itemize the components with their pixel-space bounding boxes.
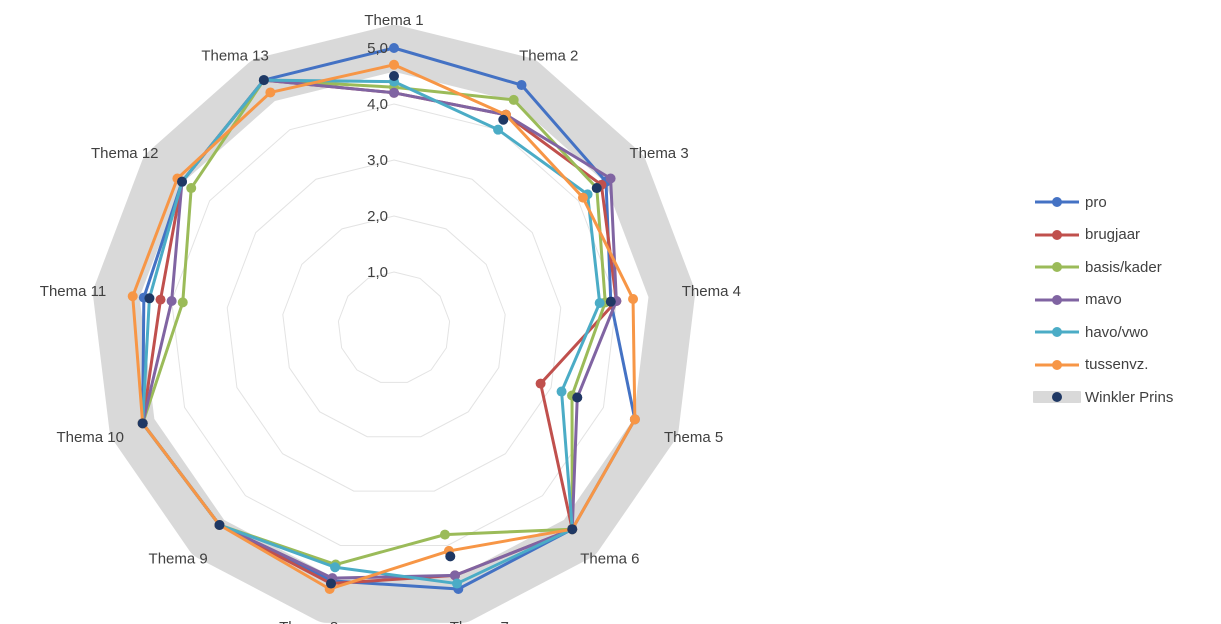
point-brugjaar-11 bbox=[155, 294, 166, 305]
legend-label: havo/vwo bbox=[1085, 323, 1149, 341]
legend-swatch-winkler-prins bbox=[1033, 391, 1081, 404]
category-label-10: Thema 10 bbox=[56, 429, 124, 446]
point-tussenvz-1 bbox=[389, 59, 399, 70]
legend-label: Winkler Prins bbox=[1085, 388, 1174, 406]
legend-item-winkler-prins: Winkler Prins bbox=[1033, 381, 1173, 414]
series-line-mavo bbox=[141, 78, 618, 580]
legend-item-havo-vwo: havo/vwo bbox=[1033, 316, 1173, 349]
tick-label: 4,0 bbox=[367, 96, 388, 113]
point-havo-vwo-2 bbox=[493, 124, 504, 135]
point-tussenvz-5 bbox=[629, 414, 640, 425]
point-mavo-11 bbox=[166, 295, 177, 306]
point-mavo-1 bbox=[389, 87, 399, 98]
category-label-13: Thema 13 bbox=[201, 47, 269, 64]
series-layer bbox=[127, 43, 640, 594]
point-havo-vwo-4 bbox=[594, 298, 605, 309]
category-label-4: Thema 4 bbox=[682, 283, 741, 300]
winkler-prins-band-ring bbox=[93, 25, 695, 623]
legend-swatch-mavo bbox=[1035, 294, 1079, 305]
point-winkler-prins-9 bbox=[214, 520, 225, 531]
point-tussenvz-3 bbox=[577, 192, 588, 203]
point-havo-vwo-8 bbox=[330, 562, 341, 573]
category-labels: Thema 1 Thema 2 Thema 3 Thema 4 Thema 5 Thema… bbox=[40, 12, 741, 624]
point-winkler-prins-13 bbox=[258, 75, 269, 86]
legend-label: pro bbox=[1085, 193, 1107, 211]
point-basis-kader-7 bbox=[439, 529, 450, 540]
legend-label: brugjaar bbox=[1085, 226, 1141, 244]
legend-label: basis/kader bbox=[1085, 258, 1162, 276]
series-line-brugjaar bbox=[141, 78, 618, 586]
legend-swatch-tussenvz bbox=[1035, 359, 1079, 370]
legend-item-mavo: mavo bbox=[1033, 284, 1173, 317]
series-line-tussenvz bbox=[131, 63, 637, 591]
point-winkler-prins-10 bbox=[137, 418, 148, 429]
category-label-9: Thema 9 bbox=[149, 551, 208, 568]
tick-label: 3,0 bbox=[367, 152, 388, 169]
category-label-11: Thema 11 bbox=[40, 283, 106, 300]
point-basis-kader-2 bbox=[508, 94, 519, 105]
category-label-12: Thema 12 bbox=[91, 145, 159, 162]
grid-ring-2 bbox=[282, 215, 506, 438]
point-mavo-7 bbox=[449, 570, 460, 581]
tick-label: 1,0 bbox=[367, 264, 388, 281]
point-winkler-prins-12 bbox=[176, 176, 187, 187]
legend-item-tussenvz: tussenvz. bbox=[1033, 349, 1173, 382]
legend-item-brugjaar: brugjaar bbox=[1033, 219, 1173, 252]
winkler-prins-band bbox=[93, 25, 695, 623]
category-label-3: Thema 3 bbox=[629, 145, 688, 162]
legend-swatch-pro bbox=[1035, 197, 1079, 208]
point-winkler-prins-5 bbox=[572, 392, 583, 403]
point-basis-kader-12 bbox=[186, 183, 197, 194]
category-label-8: Thema 8 bbox=[279, 619, 338, 624]
point-tussenvz-11 bbox=[127, 291, 138, 302]
point-pro-2 bbox=[516, 80, 527, 91]
grid-ring-1 bbox=[337, 271, 451, 383]
legend-label: tussenvz. bbox=[1085, 356, 1149, 374]
category-label-1: Thema 1 bbox=[364, 12, 423, 29]
point-winkler-prins-2 bbox=[498, 114, 509, 125]
point-mavo-3 bbox=[605, 173, 616, 184]
legend-swatch-basis-kader bbox=[1035, 262, 1079, 273]
grid-ring-4 bbox=[171, 103, 617, 546]
legend-item-pro: pro bbox=[1033, 186, 1173, 219]
legend-label: mavo bbox=[1085, 291, 1122, 309]
point-havo-vwo-7 bbox=[451, 578, 462, 589]
point-winkler-prins-6 bbox=[567, 524, 578, 535]
point-winkler-prins-7 bbox=[445, 551, 456, 562]
point-tussenvz-4 bbox=[628, 293, 639, 304]
point-winkler-prins-3 bbox=[591, 183, 602, 194]
point-basis-kader-11 bbox=[177, 297, 188, 308]
category-label-7: Thema 7 bbox=[450, 619, 509, 624]
tick-label: 2,0 bbox=[367, 208, 388, 225]
tick-label: 5,0 bbox=[367, 40, 388, 57]
legend-swatch-brugjaar bbox=[1035, 229, 1079, 240]
category-label-5: Thema 5 bbox=[664, 429, 723, 446]
legend: pro brugjaar basis/kader mavo havo/vwo tussen… bbox=[1033, 186, 1173, 414]
series-line-basis-kader bbox=[141, 78, 607, 567]
radial-tick-labels: 1,0 2,0 3,0 4,0 5,0 bbox=[367, 40, 388, 281]
category-label-6: Thema 6 bbox=[580, 551, 639, 568]
series-winkler-prins bbox=[137, 71, 616, 589]
legend-swatch-havo-vwo bbox=[1035, 327, 1079, 338]
point-pro-1 bbox=[389, 43, 399, 53]
point-winkler-prins-11 bbox=[144, 293, 155, 304]
point-havo-vwo-5 bbox=[556, 386, 567, 397]
point-winkler-prins-1 bbox=[389, 71, 399, 81]
point-winkler-prins-8 bbox=[326, 578, 337, 589]
grid-ring-3 bbox=[226, 159, 562, 492]
legend-item-basis-kader: basis/kader bbox=[1033, 251, 1173, 284]
point-tussenvz-13 bbox=[265, 87, 276, 98]
point-brugjaar-5 bbox=[535, 378, 546, 389]
category-label-2: Thema 2 bbox=[519, 47, 578, 64]
point-winkler-prins-4 bbox=[605, 296, 616, 307]
